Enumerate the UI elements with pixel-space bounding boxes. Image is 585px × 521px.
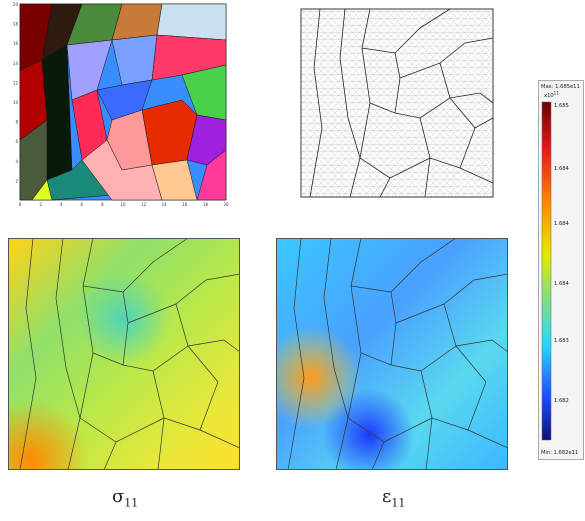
colorbar-tick: 1.685: [554, 103, 569, 109]
y-tick: 14: [13, 61, 19, 66]
caption-eps11: ε11: [382, 486, 405, 510]
grain-map-panel: 0 2 4 6 8 10 12 14 16 18 20 20 18 16 14 …: [12, 0, 232, 208]
caption-sigma11: σ11: [112, 486, 138, 510]
x-tick: 10: [120, 202, 126, 207]
eps11-panel: [276, 238, 508, 470]
colorbar-tick: 1.684: [554, 166, 570, 172]
colorbar-min-label: Min: 1.682e11: [541, 450, 578, 456]
colorbar-tick: 1.683: [554, 338, 569, 344]
caption-sigma-symbol: σ: [112, 486, 125, 507]
eps11-field-plot: [276, 238, 508, 470]
x-tick: 8: [101, 202, 104, 207]
colorbar-tick: 1.682: [554, 398, 569, 404]
eps11-grain-boundaries: [287, 238, 508, 470]
colorbar-ticks: 1.685 1.684 1.684 1.684 1.683 1.682: [554, 103, 570, 404]
y-tick: 16: [13, 41, 19, 46]
colorbar-tick: 1.684: [554, 281, 570, 287]
y-tick: 18: [13, 22, 19, 27]
y-tick: 12: [13, 80, 19, 85]
grain-map-xticks: 0 2 4 6 8 10 12 14 16 18 20: [19, 202, 229, 207]
x-tick: 12: [141, 202, 147, 207]
mesh-panel: [300, 8, 494, 198]
y-tick: 4: [15, 159, 18, 164]
colorbar-tick: 1.684: [554, 221, 570, 227]
colorbar-exponent-label: x1011: [544, 91, 559, 100]
x-tick: 6: [81, 202, 84, 207]
y-tick: 2: [15, 178, 18, 183]
y-tick: 8: [15, 120, 18, 125]
grain-map-plot: 0 2 4 6 8 10 12 14 16 18 20 20 18 16 14 …: [13, 2, 229, 207]
mesh-grain-boundaries: [309, 8, 494, 198]
y-tick: 20: [13, 2, 19, 7]
sigma11-grain-boundaries: [19, 238, 240, 470]
x-tick: 14: [162, 202, 168, 207]
x-tick: 4: [60, 202, 63, 207]
y-tick: 6: [15, 139, 18, 144]
x-tick: 20: [223, 202, 229, 207]
x-tick: 16: [182, 202, 188, 207]
colorbar-panel: Max: 1.685e11 x1011 1.685 1.684 1.684 1.…: [538, 80, 584, 460]
caption-eps-symbol: ε: [382, 486, 392, 507]
mesh-plot: [300, 8, 494, 198]
grain-map-grains: [19, 3, 227, 201]
sigma11-panel: [8, 238, 240, 470]
caption-eps-subscript: 11: [391, 496, 406, 510]
colorbar-gradient: [541, 101, 552, 441]
colorbar-max-label: Max: 1.685e11: [541, 84, 580, 90]
x-tick: 0: [19, 202, 22, 207]
colorbar: Max: 1.685e11 x1011 1.685 1.684 1.684 1.…: [538, 80, 584, 460]
x-tick: 18: [203, 202, 209, 207]
grain-map-yticks: 20 18 16 14 12 10 8 6 4 2: [13, 2, 19, 183]
y-tick: 10: [13, 100, 19, 105]
caption-sigma-subscript: 11: [124, 496, 139, 510]
x-tick: 2: [39, 202, 42, 207]
sigma11-field-plot: [8, 238, 240, 470]
